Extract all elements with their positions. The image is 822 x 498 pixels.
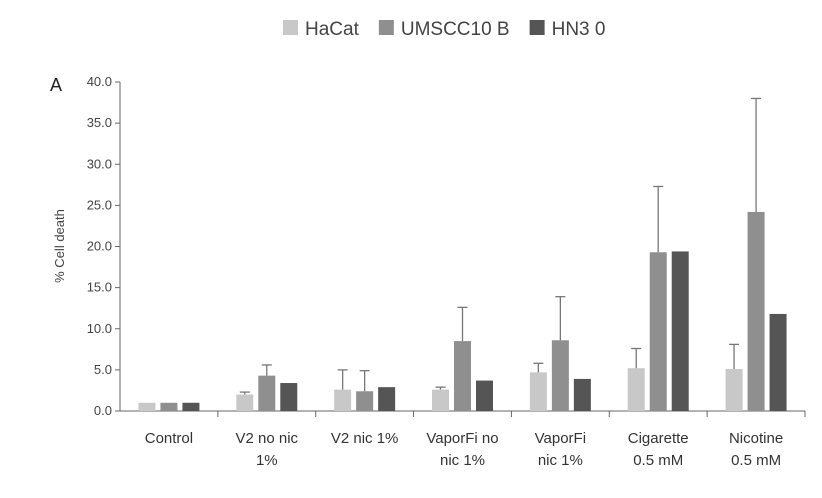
- legend-label: UMSCC10 B: [401, 19, 510, 40]
- legend-label: HaCat: [305, 19, 360, 40]
- bar: [182, 402, 200, 411]
- bar: [378, 387, 396, 411]
- bar: [258, 375, 276, 411]
- bar: [627, 368, 645, 411]
- legend-swatch: [283, 20, 298, 35]
- legend: HaCat UMSCC10 B HN3 0: [283, 19, 605, 40]
- bar: [671, 251, 689, 411]
- panel-label: A: [50, 75, 62, 95]
- bar: [649, 252, 667, 411]
- bar: [725, 369, 743, 411]
- y-tick-label: 5.0: [94, 362, 112, 377]
- bar: [236, 394, 254, 411]
- y-tick-label: 20.0: [87, 239, 112, 254]
- y-tick-label: 10.0: [87, 321, 112, 336]
- category-labels: Control V2 no nic 1% V2 nic 1% VaporFi no nic…: [145, 430, 783, 469]
- bar: [551, 340, 569, 411]
- x-tick-label: VaporFi nic 1%: [535, 430, 586, 469]
- legend-swatch: [529, 20, 545, 35]
- y-tick-label: 0.0: [94, 403, 112, 418]
- bar: [138, 402, 156, 411]
- bar: [356, 391, 374, 411]
- y-tick-label: 15.0: [87, 280, 112, 295]
- x-tick-label: Control: [145, 430, 193, 447]
- x-axis: [120, 410, 806, 417]
- bar: [280, 383, 298, 411]
- error-bars: [239, 97, 762, 395]
- bar: [476, 380, 493, 411]
- y-tick-label: 30.0: [87, 156, 112, 171]
- x-tick-label: VaporFi no nic 1%: [426, 430, 498, 469]
- y-tick-label: 35.0: [87, 115, 112, 130]
- y-tick-label: 40.0: [87, 74, 112, 89]
- bar: [747, 211, 765, 411]
- x-tick-label: V2 nic 1%: [331, 430, 399, 447]
- legend-label: HN3 0: [552, 19, 606, 40]
- x-tick-label: Nicotine 0.5 mM: [729, 430, 783, 469]
- y-tick-label: 25.0: [87, 197, 112, 212]
- bar: [160, 402, 178, 411]
- bar: [769, 313, 787, 411]
- x-tick-label: Cigarette 0.5 mM: [628, 430, 689, 469]
- bar: [529, 372, 547, 411]
- legend-swatch: [378, 20, 394, 35]
- bar: [573, 378, 591, 411]
- bar: [334, 389, 352, 411]
- bar: [454, 341, 471, 411]
- bars: [138, 211, 787, 411]
- y-axis-title: % Cell death: [52, 209, 67, 283]
- bar: [432, 389, 449, 411]
- x-tick-label: V2 no nic 1%: [236, 430, 299, 469]
- y-axis: 0.0 5.0 10.0 15.0 20.0 25.0 30.0 35.0 40.0: [87, 74, 121, 418]
